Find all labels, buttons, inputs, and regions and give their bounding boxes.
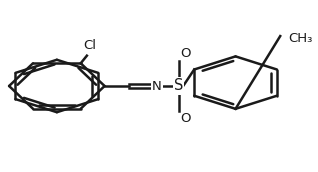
Text: N: N xyxy=(152,79,162,93)
Text: Cl: Cl xyxy=(83,39,96,52)
Text: O: O xyxy=(180,47,190,60)
Text: CH₃: CH₃ xyxy=(288,32,312,45)
Text: S: S xyxy=(174,78,183,94)
Text: O: O xyxy=(180,112,190,125)
